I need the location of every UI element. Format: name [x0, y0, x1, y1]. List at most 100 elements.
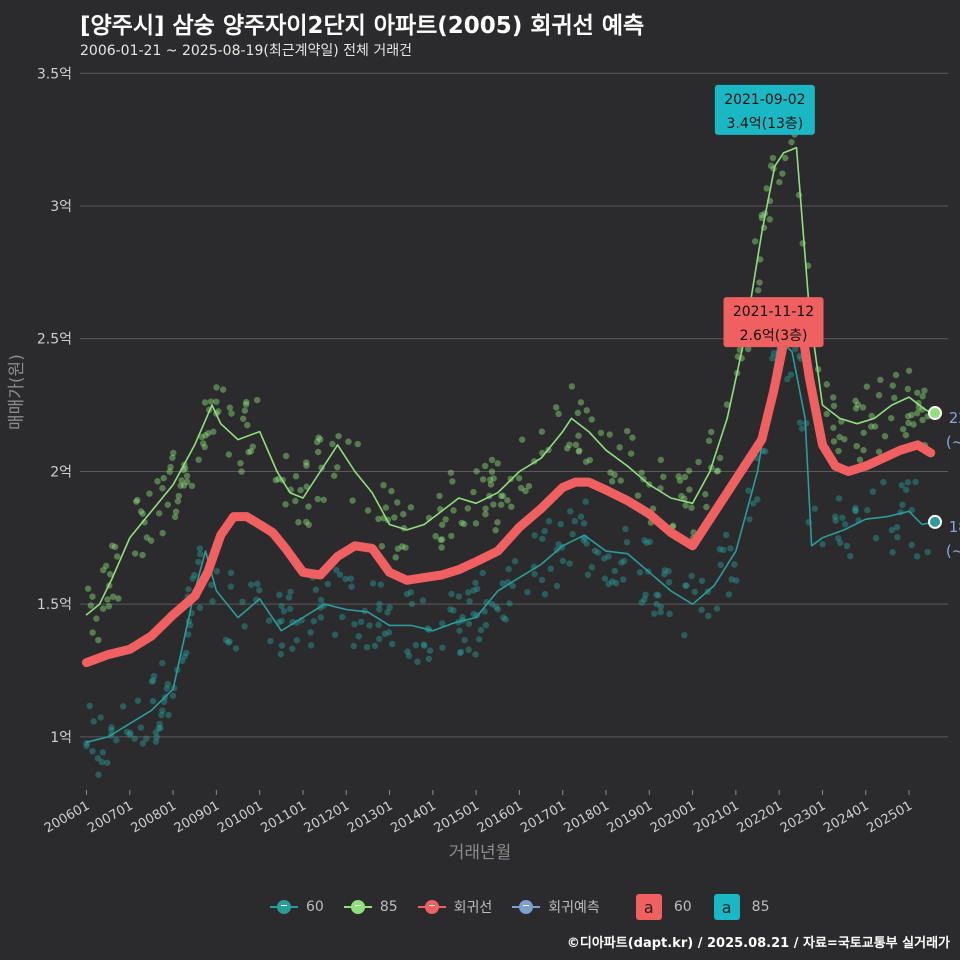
scatter-point	[584, 571, 592, 578]
scatter-point	[868, 412, 875, 420]
scatter-point	[830, 424, 837, 431]
legend-item-60: 60	[270, 899, 324, 915]
scatter-point	[745, 487, 752, 494]
scatter-point	[770, 349, 777, 357]
scatter-point	[307, 642, 315, 649]
scatter-point	[629, 434, 636, 441]
scatter-point	[682, 582, 689, 589]
scatter-point	[380, 481, 387, 489]
scatter-point	[156, 720, 163, 728]
scatter-point	[227, 569, 235, 577]
line-dot-icon	[512, 900, 541, 914]
scatter-point	[438, 544, 445, 551]
scatter-point	[856, 456, 864, 464]
scatter-point	[196, 545, 204, 552]
scatter-point	[153, 733, 161, 741]
scatter-point	[169, 692, 177, 699]
scatter-point	[795, 191, 803, 199]
scatter-point	[869, 488, 877, 495]
y-tick-labels: 1억 1.5억 2억 2.5억 3억 3.5억	[37, 66, 72, 746]
scatter-point	[324, 580, 332, 588]
scatter-point	[557, 520, 564, 528]
scatter-point	[186, 621, 194, 629]
x-tick-label: 201301	[345, 798, 395, 836]
scatter-point	[511, 557, 519, 565]
scatter-point	[209, 598, 216, 605]
scatter-point	[499, 580, 506, 587]
scatter-point	[378, 543, 386, 550]
scatter-point	[334, 464, 341, 471]
scatter-point	[159, 707, 166, 714]
scatter-point	[225, 451, 233, 458]
scatter-point	[253, 396, 261, 404]
scatter-point	[166, 468, 173, 475]
scatter-point	[126, 731, 133, 738]
scatter-point	[703, 503, 710, 511]
scatter-point	[698, 577, 706, 585]
scatter-point	[504, 497, 511, 504]
scatter-point	[594, 549, 602, 556]
scatter-point	[766, 216, 773, 223]
scatter-point	[191, 571, 198, 579]
scatter-point	[111, 543, 119, 551]
scatter-point	[488, 456, 496, 464]
scatter-point	[278, 642, 286, 649]
scatter-point	[133, 498, 140, 505]
x-tick-label: 202201	[735, 798, 785, 836]
scatter-point	[616, 444, 623, 451]
scatter-point	[381, 630, 389, 637]
scatter-point	[545, 517, 553, 525]
line-dot-icon	[270, 900, 298, 914]
annotation-box	[723, 297, 824, 348]
scatter-point	[779, 170, 786, 177]
scatter-point	[531, 570, 538, 578]
scatter-point	[160, 474, 167, 482]
scatter-point	[518, 436, 526, 443]
legend: 60 85 회귀선 회귀예측 a 60 a 85	[270, 894, 769, 920]
scatter-point	[303, 483, 310, 490]
scatter-point	[479, 476, 487, 483]
scatter-point	[364, 507, 372, 514]
scatter-point	[149, 677, 157, 684]
scatter-point	[123, 728, 131, 736]
scatter-point	[641, 537, 648, 544]
scatter-point	[376, 606, 383, 613]
legend-label-60: 60	[306, 899, 324, 915]
scatter-point	[314, 448, 322, 456]
scatter-point	[617, 477, 624, 484]
scatter-point	[904, 479, 912, 486]
x-tick-label: 202301	[778, 798, 828, 836]
scatter-point	[494, 606, 502, 613]
scatter-point	[798, 425, 806, 432]
annotations: 22,167 (~85㎡) 18,100 (~60㎡) 2021-09-02 3.4억(1…	[714, 84, 960, 560]
scatter-point	[860, 446, 867, 454]
scatter-point	[860, 429, 867, 436]
scatter-point	[904, 413, 912, 420]
scatter-point	[442, 516, 449, 523]
y-tick-label: 1억	[50, 730, 72, 746]
scatter-point	[465, 646, 472, 653]
scatter-point	[188, 482, 196, 490]
scatter-point	[94, 755, 102, 762]
scatter-point	[488, 468, 496, 475]
scatter-point	[104, 596, 111, 603]
scatter-point	[421, 642, 428, 649]
scatter-point	[494, 519, 501, 526]
scatter-point	[588, 416, 595, 423]
scatter-point	[460, 520, 468, 528]
scatter-point	[796, 352, 803, 360]
scatter-point	[385, 629, 393, 636]
scatter-point	[681, 473, 689, 481]
scatter-point	[204, 430, 212, 437]
scatter-point	[702, 491, 709, 498]
scatter-point	[912, 478, 919, 486]
scatter-point	[388, 487, 395, 495]
scatter-point	[307, 629, 314, 636]
scatter-point	[148, 678, 156, 685]
scatter-point	[657, 603, 665, 611]
scatter-point	[830, 394, 837, 401]
x-tick-label: 200601	[42, 798, 92, 836]
legend-item-85: 85	[343, 899, 398, 915]
scatter-point	[185, 586, 192, 593]
scatter-point	[627, 450, 635, 457]
